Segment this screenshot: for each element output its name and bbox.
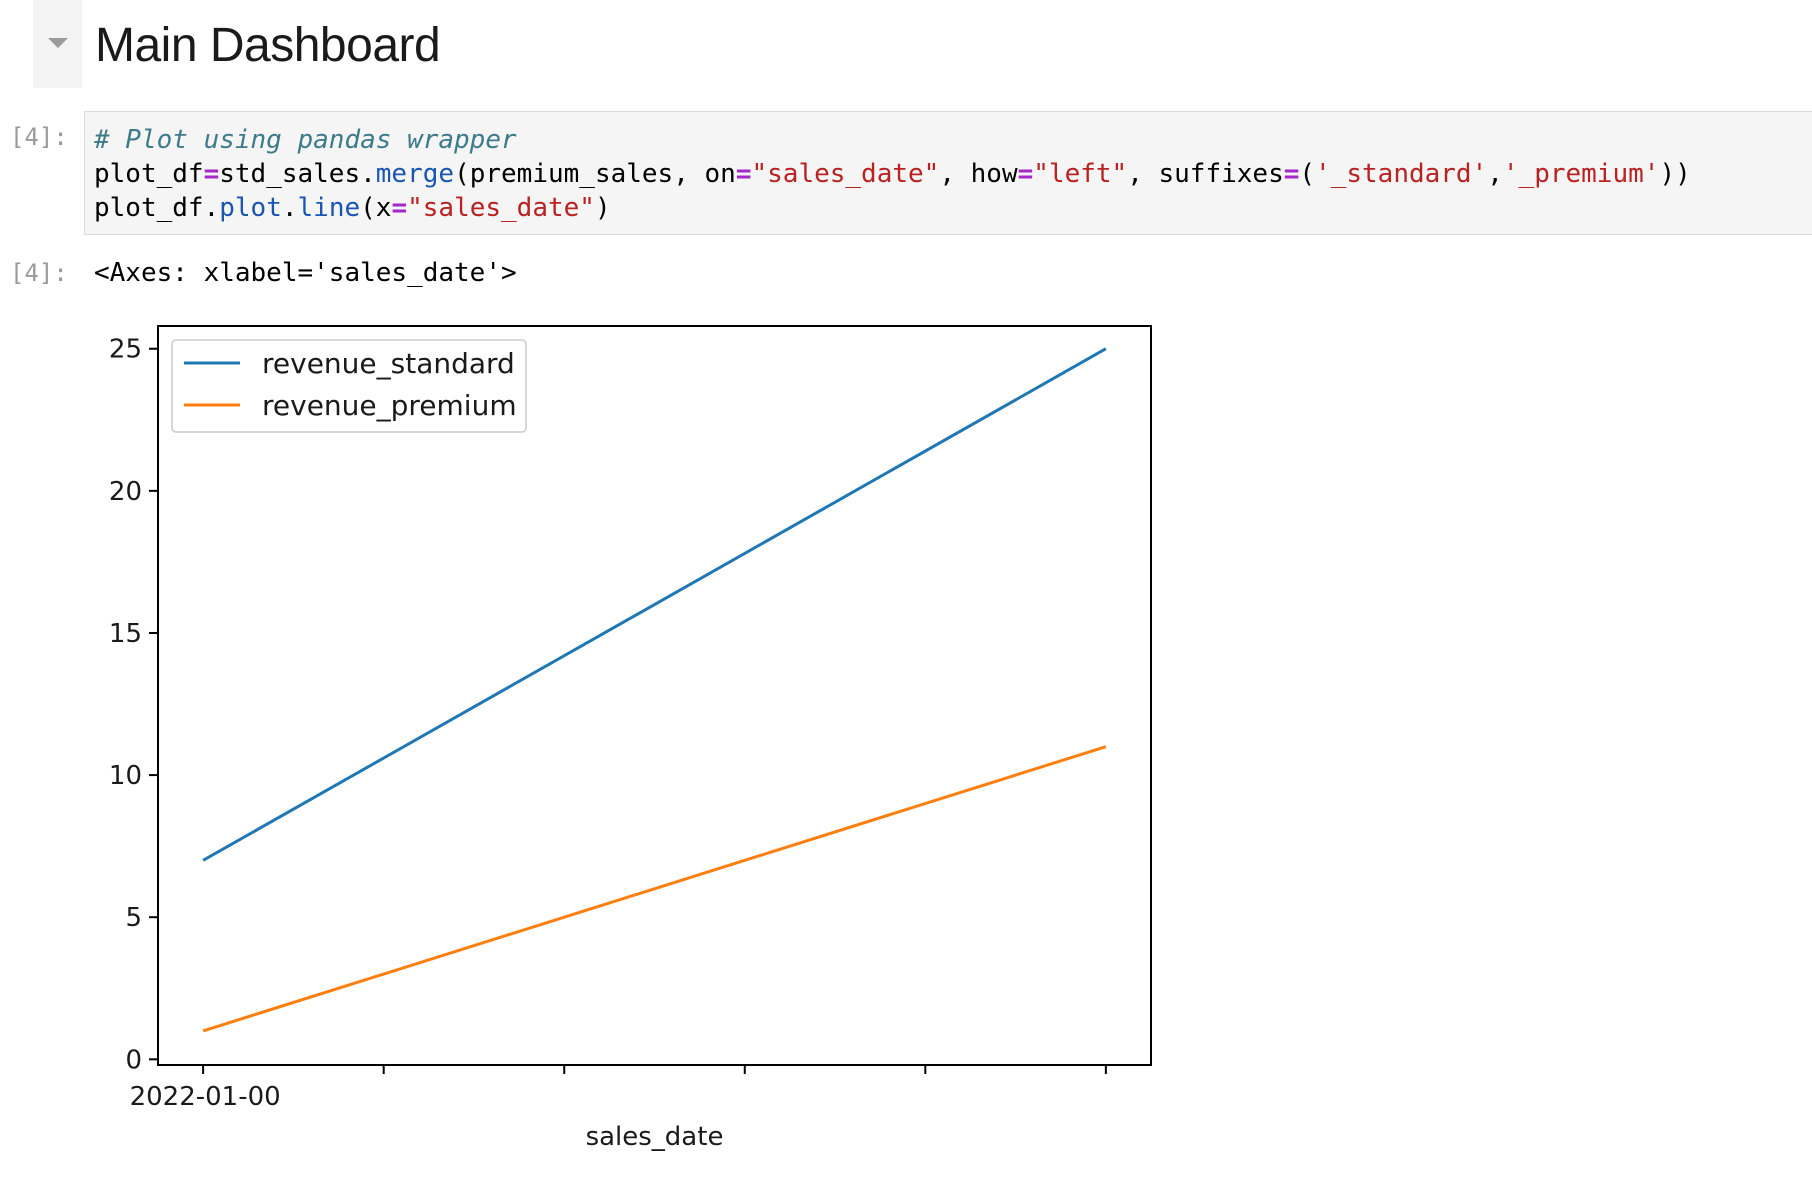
code-token: (premium_sales, on [454,159,736,189]
code-token: . [360,159,376,189]
y-tick-label: 25 [109,335,142,365]
code-token: "left" [1033,159,1128,189]
code-token: line [297,193,361,223]
page-title: Main Dashboard [95,19,441,72]
code-token: )) [1659,159,1691,189]
code-editor[interactable]: # Plot using pandas wrapper plot_df=std_s… [84,111,1812,235]
caret-down-icon [48,38,68,48]
code-token: . [281,193,298,223]
code-token: . [203,193,220,223]
x-tick-label: 2022-01-00 [130,1082,281,1112]
code-token: = [1017,159,1034,189]
y-tick-label: 15 [109,619,142,649]
code-line: plot_df.plot.line(x="sales_date") [94,191,1812,225]
code-token: plot_df [94,159,204,189]
code-token: ) [594,193,611,223]
collapse-heading-button[interactable] [33,0,82,88]
output-text: <Axes: xlabel='sales_date'> [94,258,517,288]
code-token: # Plot using pandas wrapper [94,125,517,155]
y-tick-label: 5 [125,903,142,933]
code-token: plot_df [94,193,204,223]
input-prompt: [4]: [10,123,68,151]
legend-label: revenue_premium [262,389,517,422]
code-token: std_sales [219,159,361,189]
x-axis-label: sales_date [586,1122,724,1152]
code-token: '_premium' [1502,159,1660,189]
code-line: plot_df=std_sales.merge(premium_sales, o… [94,157,1812,191]
code-token: , how [939,159,1018,189]
plot-frame [157,325,1152,1066]
y-tick-label: 10 [109,761,142,791]
y-tick-label: 0 [125,1045,142,1075]
code-token: ( [1299,159,1316,189]
code-token: = [391,193,408,223]
output-prompt: [4]: [10,259,68,287]
code-token: = [203,159,220,189]
legend-box [171,339,527,433]
code-token: merge [375,159,455,189]
code-token: , suffixes [1127,159,1284,189]
legend-label: revenue_standard [262,347,515,380]
code-token: , [1487,159,1503,189]
code-token: = [1283,159,1300,189]
code-token: = [735,159,752,189]
code-token: plot [219,193,282,223]
y-tick-label: 20 [109,477,142,507]
code-token: "sales_date" [751,159,940,189]
markdown-heading-cell: Main Dashboard [0,0,1812,90]
code-line: # Plot using pandas wrapper [94,123,1812,157]
code-token: (x [360,193,392,223]
series-line-revenue_premium [202,745,1107,1033]
code-token: '_standard' [1315,159,1488,189]
code-token: "sales_date" [407,193,595,223]
series-line-revenue_standard [202,347,1107,862]
